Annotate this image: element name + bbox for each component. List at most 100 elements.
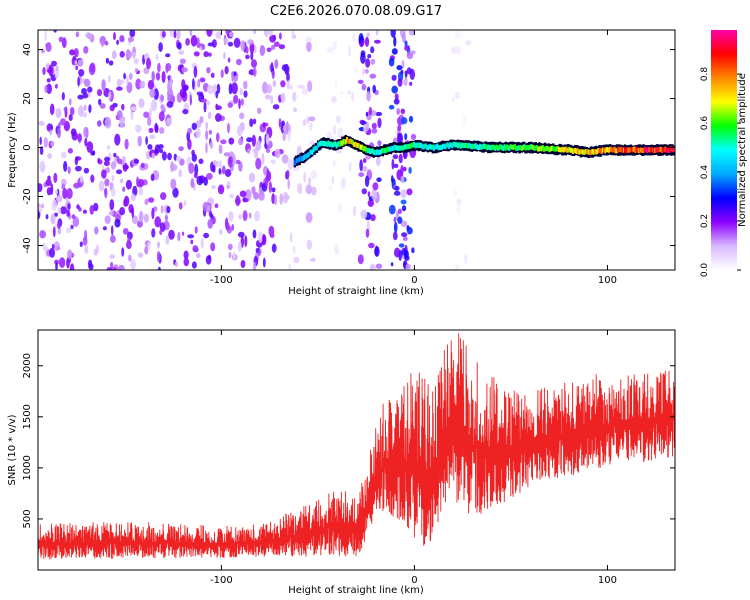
heatmap-cell — [405, 263, 411, 270]
heatmap-cell — [406, 188, 413, 196]
snr-y-tick-label: 2000 — [22, 353, 33, 378]
heatmap-y-tick-label: -40 — [22, 237, 33, 253]
signal-track-cell — [629, 147, 632, 153]
heatmap-cell — [191, 261, 197, 269]
signal-track-cell — [470, 143, 472, 149]
signal-track-cell — [382, 147, 384, 153]
heatmap-cell — [173, 30, 177, 39]
signal-track-cell — [421, 144, 424, 150]
signal-track-cell — [370, 148, 373, 154]
signal-track-cell — [419, 142, 421, 148]
heatmap-cell — [252, 148, 257, 153]
heatmap-cell — [359, 119, 366, 125]
heatmap-cell — [125, 75, 129, 86]
signal-track-cell — [622, 147, 625, 153]
heatmap-cell — [107, 145, 110, 150]
heatmap-cell — [326, 46, 334, 53]
heatmap-cell — [75, 65, 79, 71]
heatmap-cell — [233, 37, 241, 48]
heatmap-cell — [138, 186, 144, 196]
heatmap-cell — [397, 208, 402, 215]
heatmap-cell — [49, 247, 55, 258]
heatmap-cell — [396, 65, 403, 71]
signal-track-cell — [540, 146, 543, 152]
signal-track-cell — [451, 143, 454, 149]
heatmap-cell — [78, 105, 84, 117]
heatmap-cell — [99, 103, 106, 109]
snr-frame — [37, 329, 676, 571]
heatmap-cell — [215, 113, 222, 122]
heatmap-cell — [159, 148, 163, 154]
heatmap-cell — [179, 58, 186, 64]
heatmap-cell — [239, 190, 247, 198]
heatmap-cell — [274, 148, 281, 159]
heatmap-cell — [138, 98, 145, 109]
signal-track-cell — [298, 156, 301, 162]
heatmap-cell — [306, 41, 312, 52]
signal-track-cell — [650, 147, 653, 153]
heatmap-cell — [410, 50, 416, 55]
heatmap-cell — [397, 132, 402, 145]
heatmap-cell — [151, 71, 155, 82]
signal-track-cell — [517, 145, 520, 151]
heatmap-cell — [190, 35, 198, 47]
signal-track-cell — [600, 149, 603, 155]
signal-track-cell — [432, 146, 435, 151]
heatmap-cell — [388, 57, 395, 67]
heatmap-cell — [303, 171, 307, 183]
heatmap-cell — [335, 115, 341, 124]
signal-track-cell — [471, 144, 474, 150]
heatmap-cell — [396, 117, 402, 126]
heatmap-cell — [63, 160, 68, 172]
heatmap-cell — [125, 179, 132, 190]
heatmap-cell — [392, 154, 399, 160]
heatmap-cell — [451, 97, 456, 102]
heatmap-cell — [309, 140, 315, 145]
heatmap-cell — [157, 241, 160, 248]
heatmap-cell — [310, 257, 316, 262]
signal-track-cell — [591, 148, 594, 154]
heatmap-cell — [366, 32, 371, 38]
signal-track-cell — [611, 147, 614, 153]
heatmap-cell — [207, 111, 212, 120]
heatmap-cell — [135, 124, 142, 133]
heatmap-cell — [155, 72, 161, 81]
heatmap-cell — [229, 193, 234, 198]
signal-track-cell — [463, 143, 465, 149]
signal-track-cell — [339, 141, 342, 147]
signal-track-cell — [479, 143, 482, 149]
signal-track-cell — [489, 145, 492, 151]
heatmap-cell — [237, 231, 245, 238]
heatmap-cell — [116, 169, 123, 175]
signal-track-cell — [533, 145, 536, 151]
signal-track-cell — [393, 144, 396, 150]
signal-track-cell — [618, 147, 621, 153]
signal-track-cell — [553, 146, 556, 152]
signal-track-cell — [456, 142, 459, 148]
heatmap-cell — [375, 30, 379, 36]
signal-track-cell — [560, 147, 563, 153]
heatmap-cell — [375, 157, 381, 166]
heatmap-cell — [161, 31, 166, 38]
heatmap-cell — [124, 138, 129, 150]
heatmap-cell — [89, 62, 96, 73]
heatmap-cell — [371, 128, 378, 134]
heatmap-cell — [129, 72, 133, 80]
heatmap-cell — [268, 181, 273, 194]
heatmap-cell — [110, 161, 117, 170]
heatmap-cell — [255, 139, 262, 151]
heatmap-cell — [218, 144, 223, 155]
heatmap-cell — [454, 189, 458, 196]
heatmap-cell — [402, 166, 407, 172]
snr-x-axis-label: Height of straight line (km) — [288, 585, 424, 596]
signal-track-cell — [559, 147, 562, 153]
heatmap-cell — [99, 35, 107, 46]
heatmap-cell — [98, 180, 105, 192]
heatmap-cell — [193, 65, 198, 78]
heatmap-cell — [365, 58, 371, 68]
heatmap-cell — [82, 236, 88, 246]
heatmap-cell — [400, 108, 406, 115]
heatmap-cell — [199, 116, 204, 124]
heatmap-cell — [57, 207, 61, 214]
heatmap-cell — [287, 159, 294, 170]
